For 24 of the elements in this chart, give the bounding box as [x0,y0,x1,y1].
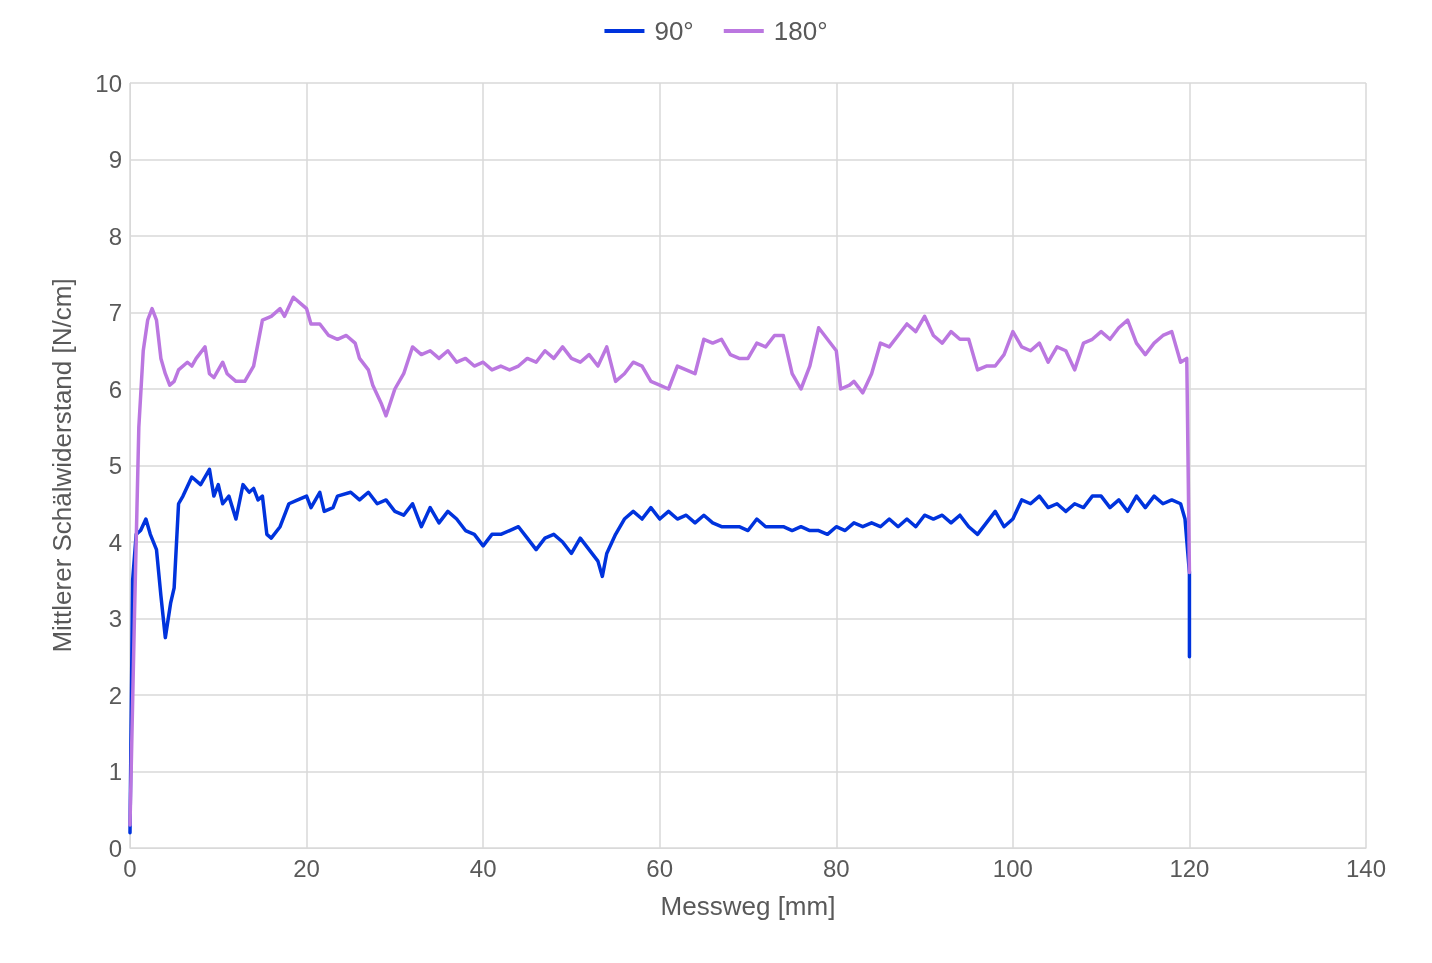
y-tick-label: 5 [108,452,122,479]
y-tick-label: 7 [108,299,122,326]
legend-label: 90° [654,16,694,46]
x-tick-label: 80 [822,854,850,882]
x-tick-label: 60 [646,854,674,882]
x-tick-label: 120 [1169,854,1210,882]
y-tick-label: 8 [108,222,122,250]
line-series [128,467,1192,835]
x-axis-title: Messweg [mm] [660,891,836,921]
y-tick-label: 4 [108,528,122,556]
x-tick-label: 20 [293,854,320,882]
y-tick-label: 6 [108,375,122,403]
x-tick-label: 100 [992,854,1033,882]
y-tick-label: 3 [108,605,122,632]
x-tick-label: 140 [1345,854,1387,882]
y-tick-label: 0 [108,834,122,862]
y-tick-label: 9 [108,146,122,173]
line-series [128,295,1192,827]
y-axis-title: Mittlerer Schälwiderstand [N/cm] [47,278,77,653]
y-tick-label: 2 [108,681,122,709]
y-tick-label: 10 [95,69,122,97]
legend-label: 180° [773,16,828,46]
y-tick-label: 1 [108,758,122,785]
x-tick-label: 40 [469,854,497,882]
